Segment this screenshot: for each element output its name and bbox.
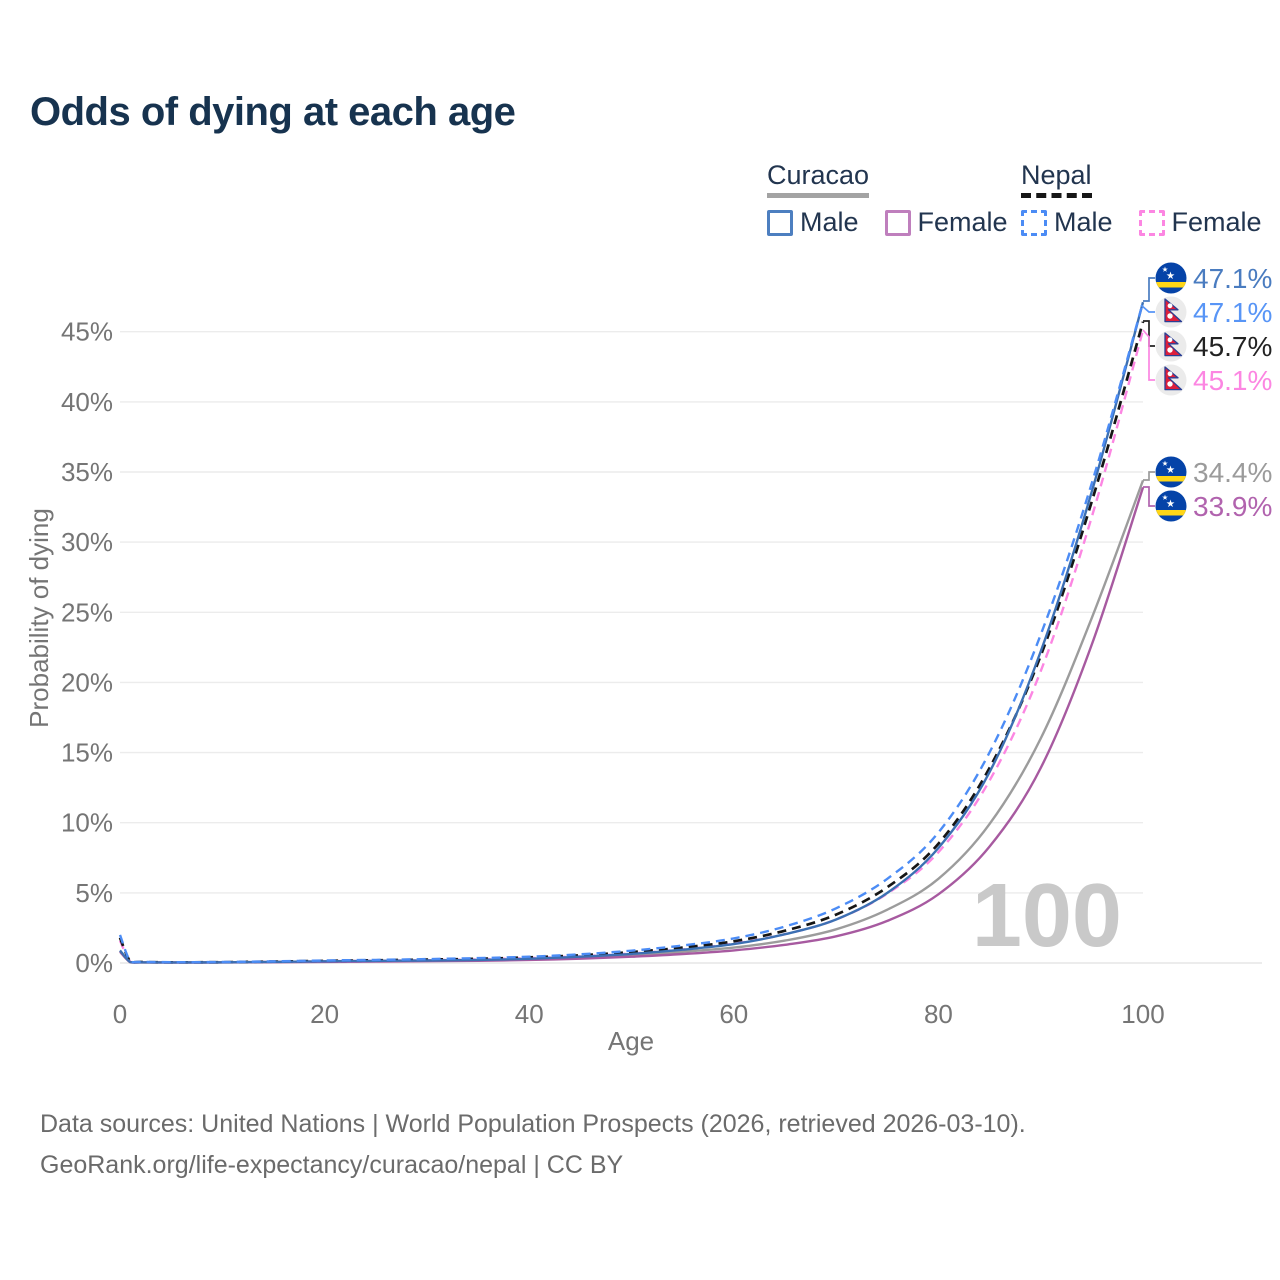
end-label-row: 34.4% [1155,456,1272,488]
y-axis-ticks: 0% 5% 10% 15% 20% 25% 30% 35% 40% 45% [61,317,113,978]
connector-curacao-male [1143,277,1155,302]
gridlines [120,331,1262,964]
nepal-female-swatch-icon [1138,209,1165,236]
value-label: 45.7% [1193,331,1272,362]
series-curves [118,301,1145,964]
svg-text:10%: 10% [61,808,113,838]
page-title: Odds of dying at each age [30,90,516,134]
y-axis-title: Probability of dying [24,508,54,728]
age-watermark: 100 [972,866,1122,966]
connector-curacao-total [1143,471,1155,481]
value-label: 47.1% [1193,297,1272,328]
svg-text:45%: 45% [61,317,113,347]
legend-group-nepal: Nepal Male Female [1021,160,1280,238]
legend-label: Female [917,207,1008,237]
svg-text:5%: 5% [75,878,113,908]
nepal-male-swatch-icon [1021,209,1047,236]
connector-curacao-female [1143,486,1155,507]
x-axis-title: Age [608,1026,654,1056]
svg-text:100: 100 [1121,999,1164,1029]
value-label: 34.4% [1193,457,1272,488]
curacao-flag-icon [1155,262,1187,294]
legend-nepal-male-toggle[interactable]: Male [1021,207,1113,238]
curacao-flag-icon [1155,490,1187,522]
legend-label: Male [1054,207,1113,237]
end-label-row: 45.1% [1154,363,1272,397]
legend-curacao-male-toggle[interactable]: Male [767,207,859,238]
end-label-row: 47.1% [1155,262,1272,294]
legend-group-curacao: Curacao Male Female [767,160,1034,238]
svg-text:20%: 20% [61,667,113,697]
legend-label: Male [800,207,859,237]
svg-text:0: 0 [113,999,127,1029]
value-label: 45.1% [1193,365,1272,396]
end-labels: 47.1% 47.1% 45.7% 45.1% 34.4% 33.9% [1154,262,1272,522]
line-nepal_male[interactable] [118,301,1145,964]
value-label: 33.9% [1193,491,1272,522]
connector-nepal-male [1140,304,1155,313]
svg-text:30%: 30% [61,527,113,557]
connector-nepal-female [1142,329,1155,381]
legend-country-nepal: Nepal [1021,160,1092,198]
legend-country-curacao: Curacao [767,160,870,198]
svg-text:40: 40 [515,999,544,1029]
svg-text:25%: 25% [61,597,113,627]
svg-text:40%: 40% [61,387,113,417]
end-label-row: 45.7% [1154,329,1272,363]
label-connectors [1140,277,1155,507]
nepal-flag-icon [1154,363,1188,397]
end-label-row: 47.1% [1154,295,1272,329]
curacao-female-swatch-icon [884,209,911,236]
svg-text:80: 80 [924,999,953,1029]
legend-curacao-female-toggle[interactable]: Female [884,207,1008,238]
end-label-row: 33.9% [1155,490,1272,522]
svg-text:35%: 35% [61,457,113,487]
connector-nepal-total [1143,320,1155,347]
data-source-footer: Data sources: United Nations | World Pop… [40,1104,1026,1186]
footer-line-1: Data sources: United Nations | World Pop… [40,1110,1026,1138]
svg-text:0%: 0% [75,948,113,978]
svg-text:60: 60 [719,999,748,1029]
nepal-flag-icon [1154,329,1188,363]
curacao-flag-icon [1155,456,1187,488]
legend-label: Female [1171,207,1262,237]
curacao-male-swatch-icon [767,209,793,236]
nepal-flag-icon [1154,295,1188,329]
svg-text:20: 20 [310,999,339,1029]
value-label: 47.1% [1193,263,1272,294]
legend-nepal-female-toggle[interactable]: Female [1138,207,1262,238]
x-axis-ticks: 0 20 40 60 80 100 [113,999,1165,1029]
svg-text:15%: 15% [61,738,113,768]
footer-line-2: GeoRank.org/life-expectancy/curacao/nepa… [40,1151,624,1179]
